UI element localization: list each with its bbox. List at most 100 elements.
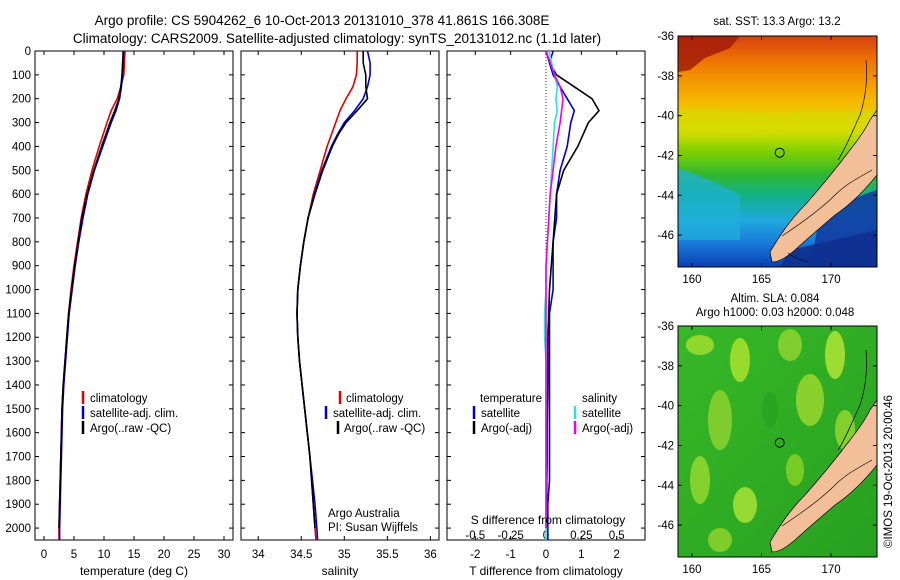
temperature-legend-climatology: climatology xyxy=(90,393,148,405)
sla-map-axes: -36 -38 -40 -42 -44 -46 160 165 170 xyxy=(657,321,877,576)
difference-legend: temperature satellite Argo(-adj) salinit… xyxy=(472,393,633,435)
salinity-xtick-label: 35 xyxy=(338,549,351,561)
sla-map-title-1: Altim. SLA: 0.084 xyxy=(731,293,820,305)
difference-t-xtick-label: 1 xyxy=(578,549,584,561)
map-ytick-label: -46 xyxy=(657,230,674,242)
depth-tick-label: 1400 xyxy=(5,380,31,392)
map-ytick-label: -42 xyxy=(657,150,674,162)
map-ytick-label: -40 xyxy=(657,111,674,123)
series-line-2 xyxy=(296,50,371,541)
depth-tick-label: 1800 xyxy=(5,475,31,487)
map-ytick-label: -44 xyxy=(657,190,674,202)
title-line-1: Argo profile: CS 5904262_6 10-Oct-2013 2… xyxy=(95,13,550,28)
temperature-xtick-label: 5 xyxy=(71,549,77,561)
series-line-1 xyxy=(58,50,126,540)
diff-legend-sal-satellite: satellite xyxy=(582,408,621,420)
temperature-xtick-label: 20 xyxy=(158,549,171,561)
map-ytick-label: -42 xyxy=(657,440,674,452)
salinity-xtick-label: 34 xyxy=(252,549,265,561)
sla-argo-marker xyxy=(774,437,785,448)
salinity-series xyxy=(296,50,371,541)
sst-map-frame xyxy=(677,35,878,268)
depth-tick-label: 400 xyxy=(12,141,31,153)
depth-tick-label: 800 xyxy=(12,237,31,249)
map-xtick-label: 160 xyxy=(682,274,701,286)
series-line-3 xyxy=(296,51,369,529)
difference-s-xtick-label: 0.25 xyxy=(570,530,592,542)
depth-tick-label: 200 xyxy=(12,94,31,106)
difference-t-xtick-label: 0 xyxy=(543,549,549,561)
depth-tick-label: 1200 xyxy=(5,332,31,344)
difference-s-xtick-label: -0.5 xyxy=(465,530,485,542)
depth-tick-label: 600 xyxy=(12,189,31,201)
salinity-note-1: Argo Australia xyxy=(328,508,400,520)
map-ytick-label: -44 xyxy=(657,480,674,492)
sla-map-title-2: Argo h1000: 0.03 h2000: 0.048 xyxy=(696,307,855,319)
diff-legend-temp-argo: Argo(-adj) xyxy=(481,423,532,435)
map-xtick-label: 165 xyxy=(752,274,771,286)
series-line-1 xyxy=(296,51,359,541)
diff-legend-temp-header: temperature xyxy=(480,393,542,405)
sla-map xyxy=(678,326,877,557)
diff-legend-temp-satellite: satellite xyxy=(481,408,520,420)
temperature-xtick-label: 25 xyxy=(188,549,201,561)
map-xtick-label: 160 xyxy=(682,564,701,576)
depth-tick-label: 1500 xyxy=(5,404,31,416)
salinity-legend: climatology satellite-adj. clim. Argo(..… xyxy=(324,391,425,534)
sst-map-title: sat. SST: 13.3 Argo: 13.2 xyxy=(713,16,840,28)
map-ytick-label: -38 xyxy=(657,71,674,83)
salinity-panel-frame xyxy=(240,50,440,541)
salinity-xtick-label: 36 xyxy=(424,549,437,561)
diff-legend-sal-argo: Argo(-adj) xyxy=(582,423,633,435)
series-line-2 xyxy=(58,50,125,540)
depth-axis: 0 100 200 300 400 500 600 700 800 900 1000 1100 1200… xyxy=(5,46,645,535)
depth-tick-label: 1000 xyxy=(5,285,31,297)
sla-map-frame xyxy=(677,325,878,558)
map-ytick-label: -46 xyxy=(657,520,674,532)
temperature-legend-satellite: satellite-adj. clim. xyxy=(90,408,178,420)
salinity-legend-climatology: climatology xyxy=(346,393,404,405)
difference-t-xtick-label: 2 xyxy=(614,549,620,561)
depth-tick-label: 700 xyxy=(12,213,31,225)
temperature-xtick-label: 0 xyxy=(41,549,47,561)
depth-tick-label: 100 xyxy=(12,70,31,82)
series-line-4 xyxy=(545,50,564,529)
depth-tick-label: 0 xyxy=(25,46,31,58)
depth-tick-label: 2000 xyxy=(5,523,31,535)
temperature-xtick-label: 10 xyxy=(98,549,111,561)
temperature-panel-frame xyxy=(34,50,234,541)
temperature-x-axis: 0 5 10 15 20 25 30 xyxy=(41,51,231,561)
difference-xlabel: T difference from climatology xyxy=(469,564,623,578)
depth-tick-label: 500 xyxy=(12,165,31,177)
temperature-series xyxy=(58,50,126,540)
salinity-xtick-label: 35.5 xyxy=(376,549,398,561)
title-line-2: Climatology: CARS2009. Satellite-adjuste… xyxy=(73,31,601,46)
map-xtick-label: 165 xyxy=(752,564,771,576)
difference-series xyxy=(543,50,600,540)
temperature-xtick-label: 30 xyxy=(218,549,231,561)
salinity-note-2: PI: Susan Wijffels xyxy=(328,522,418,534)
salinity-xlabel: salinity xyxy=(322,564,359,578)
map-ytick-label: -38 xyxy=(657,361,674,373)
temperature-xlabel: temperature (deg C) xyxy=(80,564,188,578)
temperature-legend: climatology satellite-adj. clim. Argo(..… xyxy=(81,391,178,435)
map-xtick-label: 170 xyxy=(821,564,840,576)
series-line-3 xyxy=(58,50,124,529)
salinity-legend-argo: Argo(..raw -QC) xyxy=(344,423,425,435)
imos-credit-label: ©IMOS 19-Oct-2013 20:00:46 xyxy=(883,395,895,548)
depth-tick-label: 1300 xyxy=(5,356,31,368)
difference-t-xtick-label: -1 xyxy=(506,549,516,561)
sst-map xyxy=(678,36,877,267)
temperature-legend-argo: Argo(..raw -QC) xyxy=(90,423,171,435)
difference-s-xtick-label: 0.5 xyxy=(609,530,625,542)
depth-tick-label: 300 xyxy=(12,118,31,130)
difference-s-xtick-label: -0.25 xyxy=(498,530,524,542)
sst-argo-marker xyxy=(774,147,785,158)
depth-tick-label: 1100 xyxy=(6,308,31,320)
depth-tick-label: 1900 xyxy=(5,499,31,511)
diff-legend-sal-header: salinity xyxy=(582,393,617,405)
temperature-xtick-label: 15 xyxy=(128,549,141,561)
salinity-legend-satellite: satellite-adj. clim. xyxy=(333,408,421,420)
series-line-2 xyxy=(545,50,600,529)
